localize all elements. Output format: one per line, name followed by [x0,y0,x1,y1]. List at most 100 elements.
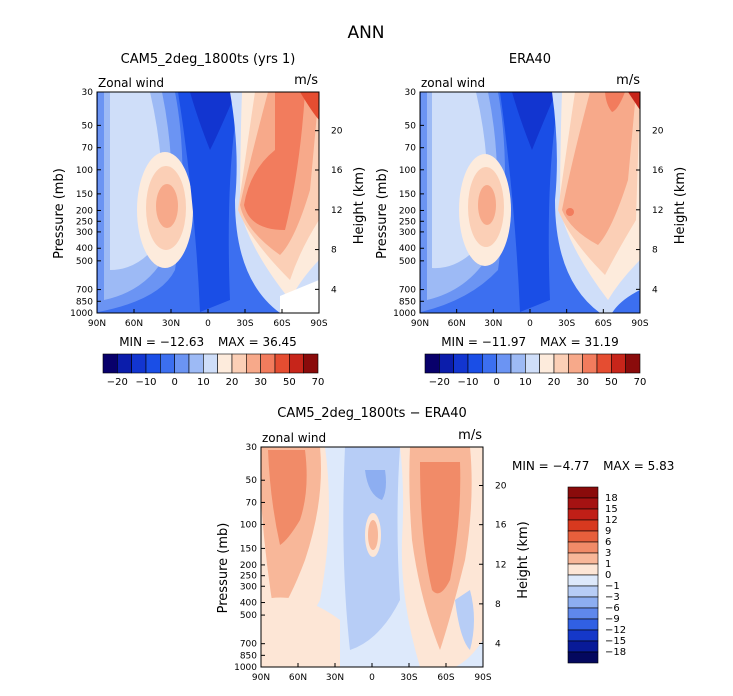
diff-colorbar-label: −18 [605,647,626,658]
diff-colorbar-label: 1 [605,559,611,570]
model-colorbar-swatch [203,353,218,374]
diff-contour-field [261,447,483,667]
obs-htick-label: 20 [652,127,664,137]
diff-colorbar-label: 15 [605,504,618,515]
model-ytick-label: 30 [82,88,94,98]
diff-colorbar-swatch [567,640,599,653]
model-minmax: MIN = −12.63 MAX = 36.45 [119,335,297,349]
model-xtick-label: 30S [236,319,253,329]
model-fill-nh-jet-2 [156,184,178,228]
obs-ytick-label: 400 [399,244,416,254]
model-fill-missing [280,280,319,313]
diff-colorbar-swatch [567,530,599,543]
diff-ytick-label: 500 [240,611,257,621]
model-colorbar-swatch [117,353,132,374]
obs-fill-jet-spot [566,208,574,216]
model-units: m/s [294,73,318,88]
diff-colorbar-label: 18 [605,493,618,504]
obs-htick-label: 16 [652,166,664,176]
obs-ytick-label: 100 [399,166,416,176]
obs-axes: 90N 60N 30N 0 30S 60S 90S 30 50 70 100 150 200250300… [375,88,688,329]
diff-axes: 90N 60N 30N 0 30S 60S 90S 30 50 70 100 150 200250300… [216,443,531,683]
obs-colorbar-swatch [424,353,440,374]
model-max: MAX = 36.45 [218,335,297,349]
obs-colorbar-label: −10 [457,377,478,388]
obs-ytick-label: 30 [405,88,417,98]
model-htick-label: 20 [331,127,343,137]
obs-ylabel-right: Height (km) [673,167,688,244]
model-contour-field [97,92,319,313]
obs-ytick-label: 150 [399,190,416,200]
diff-fill-sfc-cool [455,590,474,650]
obs-xtick-label: 30S [558,319,575,329]
model-min: MIN = −12.63 [119,335,204,349]
diff-colorbar-label: −12 [605,625,626,636]
model-xtick-label: 60S [273,319,290,329]
diff-colorbar-label: 6 [605,537,611,548]
obs-colorbar-label: 30 [576,377,589,388]
diff-colorbar-swatch [567,629,599,642]
diff-htick-label: 8 [495,600,501,610]
model-fill-strat-east [190,92,236,150]
obs-ytick-label: 200 [399,206,416,216]
model-ytick-label: 850 [76,297,93,307]
diff-ytick-label: 150 [240,544,257,554]
diff-ytick-label: 70 [246,498,258,508]
diff-colorbar-label: 0 [605,570,611,581]
diff-title: CAM5_2deg_1800ts − ERA40 [277,406,467,421]
model-colorbar-label: 30 [254,377,267,388]
diff-fill-eq-warm [368,520,378,550]
model-ytick-label: 100 [76,166,93,176]
obs-ytick-label: 500 [399,257,416,267]
model-colorbar-swatch [102,353,118,374]
model-ylabel-right: Height (km) [352,167,367,244]
diff-colorbar-label: −6 [605,603,620,614]
diff-ytick-label: 250 [240,572,257,582]
obs-min: MIN = −11.97 [441,335,526,349]
diff-colorbar-swatch [567,552,599,565]
obs-ytick-label: 70 [405,144,417,154]
model-colorbar-swatch [231,353,247,374]
model-ytick-label: 50 [82,121,94,131]
model-colorbar-label: −20 [107,377,128,388]
diff-colorbar-label: 12 [605,515,618,526]
obs-htick-label: 4 [652,285,658,295]
obs-ylabel: Pressure (mb) [375,168,390,259]
diff-htick-label: 20 [495,482,507,492]
model-colorbar-label: 10 [197,377,210,388]
diff-ylabel-right: Height (km) [516,521,531,598]
diff-fill-sfc-pale [261,597,340,667]
diff-minmax: MIN = −4.77 MAX = 5.83 [512,459,674,473]
diff-fill-sh-warm-core [268,450,307,545]
model-fill-jet-top [300,92,319,120]
obs-colorbar-swatch [510,353,526,374]
model-fill-trop-dark [178,92,240,312]
obs-colorbar-swatch [539,353,555,374]
model-colorbar-label: 50 [283,377,296,388]
diff-colorbar-swatch [567,651,599,664]
diff-ytick-label: 50 [246,476,258,486]
diff-colorbar-swatch [567,618,599,631]
diff-ylabel: Pressure (mb) [216,523,231,614]
model-colorbar: −20 −10 0 10 20 30 50 70 [102,353,324,388]
obs-fill-nh-jet-2 [478,185,496,225]
obs-colorbar-swatch [625,353,641,374]
model-ytick-label: 400 [76,244,93,254]
model-xtick-label: 30N [162,319,180,329]
obs-ytick-label: 300 [399,228,416,238]
diff-fill-trop-cool-core [365,470,386,500]
model-colorbar-swatch [289,353,304,374]
diff-colorbar-swatch [567,563,599,576]
obs-variable: zonal wind [421,76,485,90]
obs-ytick-label: 850 [399,297,416,307]
model-xtick-label: 90N [88,319,106,329]
model-title: CAM5_2deg_1800ts (yrs 1) [121,52,296,67]
diff-colorbar-label: −15 [605,636,626,647]
model-colorbar-swatch [145,353,161,374]
model-colorbar-swatch [217,353,233,374]
obs-colorbar-swatch [467,353,483,374]
obs-title: ERA40 [509,52,551,67]
obs-fill-trop-dark [500,92,560,312]
model-ytick-label: 500 [76,257,93,267]
